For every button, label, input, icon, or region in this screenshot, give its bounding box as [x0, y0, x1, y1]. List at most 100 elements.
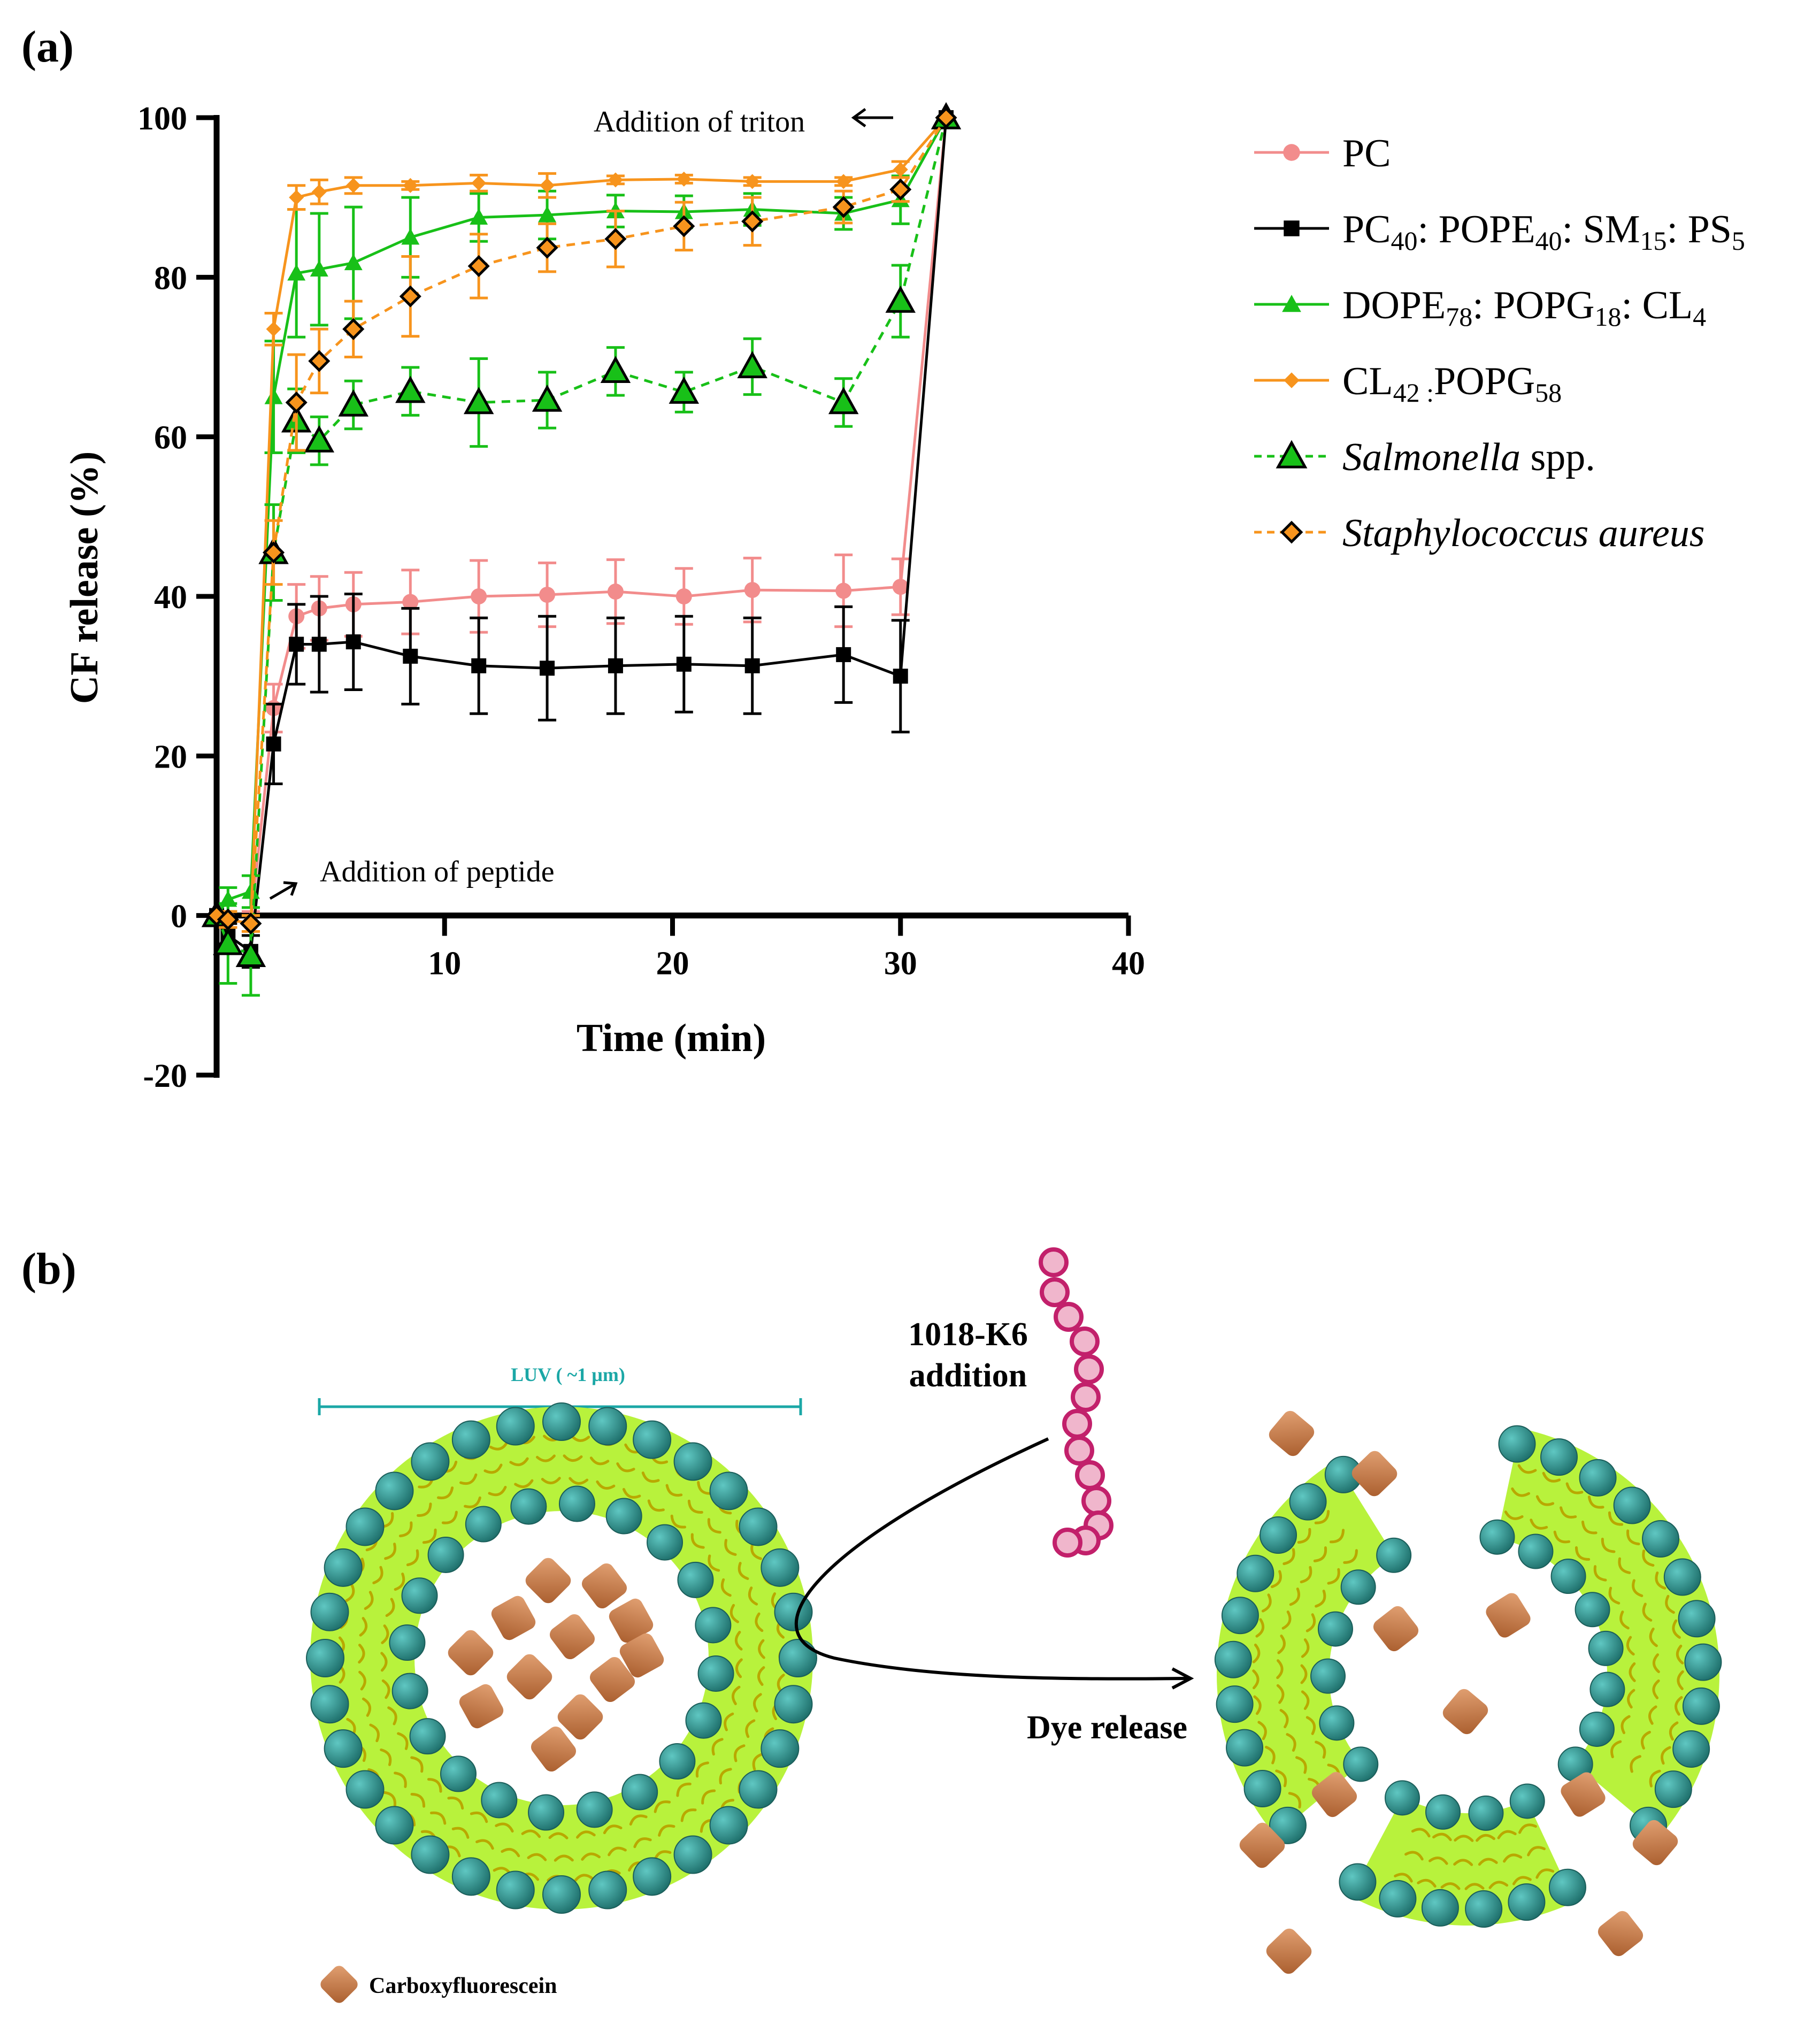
lipid-tail	[1440, 1882, 1461, 1890]
lipid-tail	[603, 1824, 623, 1835]
lipid-tail	[1315, 1740, 1326, 1759]
series-line-gramneg	[215, 117, 948, 917]
lipid-tail	[1497, 1830, 1517, 1839]
data-point-staph	[673, 215, 695, 237]
lipid-tail	[362, 1697, 372, 1717]
lipid-tail	[509, 1457, 529, 1467]
lipid-tail	[1417, 1878, 1437, 1888]
legend-entry-mammal: PC40: POPE40: SM15: PS5	[1254, 208, 1745, 256]
headgroup-bead	[1575, 1592, 1610, 1628]
headgroup-bead	[588, 1407, 627, 1446]
lipid-tail	[758, 1639, 765, 1659]
headgroup-bead	[1663, 1558, 1701, 1596]
legend-label-part: spp.	[1520, 435, 1595, 479]
lipid-tail	[665, 1484, 683, 1497]
lipid-tail	[554, 1854, 574, 1862]
headgroup-bead	[1678, 1600, 1716, 1638]
legend-entry-salmonella: Salmonella spp.	[1254, 435, 1595, 479]
headgroup-bead	[528, 1794, 565, 1831]
lipid-tail	[1629, 1662, 1636, 1682]
headgroup-bead	[558, 1485, 595, 1522]
x-axis-title: Time (min)	[577, 1016, 766, 1060]
lipid-tail	[1281, 1610, 1292, 1630]
data-point-gramneg	[264, 388, 283, 404]
headgroup-bead	[1425, 1794, 1461, 1830]
data-point-salmonella	[885, 285, 916, 313]
legend-label: Salmonella spp.	[1342, 435, 1595, 479]
lipid-tail	[1476, 1834, 1495, 1842]
headgroup-bead	[1672, 1730, 1710, 1768]
lipid-tail	[670, 1514, 687, 1529]
headgroup-bead	[411, 1835, 450, 1874]
peptide-residue	[1074, 1354, 1104, 1384]
lipid-tail	[1295, 1756, 1307, 1774]
headgroup-bead	[1214, 1640, 1252, 1678]
legend-marker	[1280, 520, 1303, 544]
headgroup-bead	[1243, 1770, 1281, 1808]
lipid-tail	[358, 1644, 365, 1664]
data-point-mammal	[676, 656, 692, 672]
data-point-staph	[832, 196, 855, 218]
data-point-staph	[217, 908, 239, 931]
lipid-tail	[459, 1473, 478, 1485]
headgroup-bead	[345, 1770, 385, 1809]
peptide-label-line1: 1018-K6	[908, 1316, 1028, 1353]
legend-label-part: Salmonella	[1342, 435, 1520, 479]
data-point-mammal	[289, 636, 304, 652]
data-point-staph	[604, 228, 627, 250]
lipid-tail	[750, 1542, 762, 1560]
lipid-tail	[1608, 1511, 1624, 1526]
lipid-tail	[1676, 1644, 1684, 1665]
headgroup-bead	[659, 1743, 696, 1780]
headgroup-bead	[375, 1806, 414, 1845]
lipid-tail	[1265, 1745, 1276, 1765]
lipid-tail	[1627, 1689, 1635, 1709]
headgroup-bead	[1682, 1687, 1720, 1725]
dye-molecule	[1442, 1689, 1488, 1735]
dye-molecule	[1266, 1928, 1312, 1974]
headgroup-bead	[709, 1471, 748, 1510]
lipid-tail	[708, 1554, 720, 1572]
data-point-mammal	[540, 661, 555, 676]
data-point-mammal	[471, 658, 487, 673]
dye-molecule	[1373, 1606, 1419, 1652]
lipid-tail	[441, 1510, 458, 1524]
y-tick-label: 20	[154, 739, 187, 775]
headgroup-bead	[451, 1420, 490, 1459]
peptide-residue	[1040, 1277, 1070, 1307]
lipid-tail	[406, 1549, 419, 1567]
lipid-tails	[337, 1434, 786, 1882]
headgroup-bead	[673, 1442, 712, 1481]
data-point-grampos	[311, 184, 327, 200]
lipid-tail	[489, 1440, 509, 1451]
lipid-tail	[548, 1832, 569, 1839]
legend-label-part: 4	[1693, 302, 1706, 332]
dye-molecule	[1239, 1822, 1285, 1868]
lipid-tail	[1530, 1518, 1548, 1530]
headgroup-bead	[542, 1875, 581, 1914]
lipid-tail	[1276, 1659, 1284, 1679]
lipid-tail	[1404, 1851, 1424, 1861]
annotation-peptide: Addition of peptide	[320, 855, 555, 888]
lipid-tail	[1649, 1628, 1658, 1647]
headgroup-bead	[1654, 1770, 1692, 1808]
lipid-tail	[1276, 1684, 1285, 1704]
lipid-tail	[1454, 1835, 1474, 1842]
lipid-tail	[1587, 1496, 1604, 1509]
lipid-tail	[647, 1499, 665, 1512]
headgroup-bead	[779, 1639, 817, 1677]
data-point-salmonella	[828, 387, 859, 415]
lipid-tail	[436, 1486, 454, 1500]
data-point-grampos	[289, 190, 304, 205]
lipid-tail	[1618, 1557, 1631, 1574]
headgroup-bead	[1379, 1880, 1417, 1918]
lipid-tail	[1300, 1566, 1312, 1584]
dye-molecule	[448, 1630, 494, 1676]
lipid-tail	[724, 1712, 734, 1731]
data-point-gramneg	[538, 205, 557, 223]
lipid-tail	[629, 1814, 648, 1826]
headgroup-bead	[697, 1655, 734, 1692]
lipid-tail	[1661, 1746, 1671, 1765]
lipid-tail	[719, 1768, 732, 1785]
